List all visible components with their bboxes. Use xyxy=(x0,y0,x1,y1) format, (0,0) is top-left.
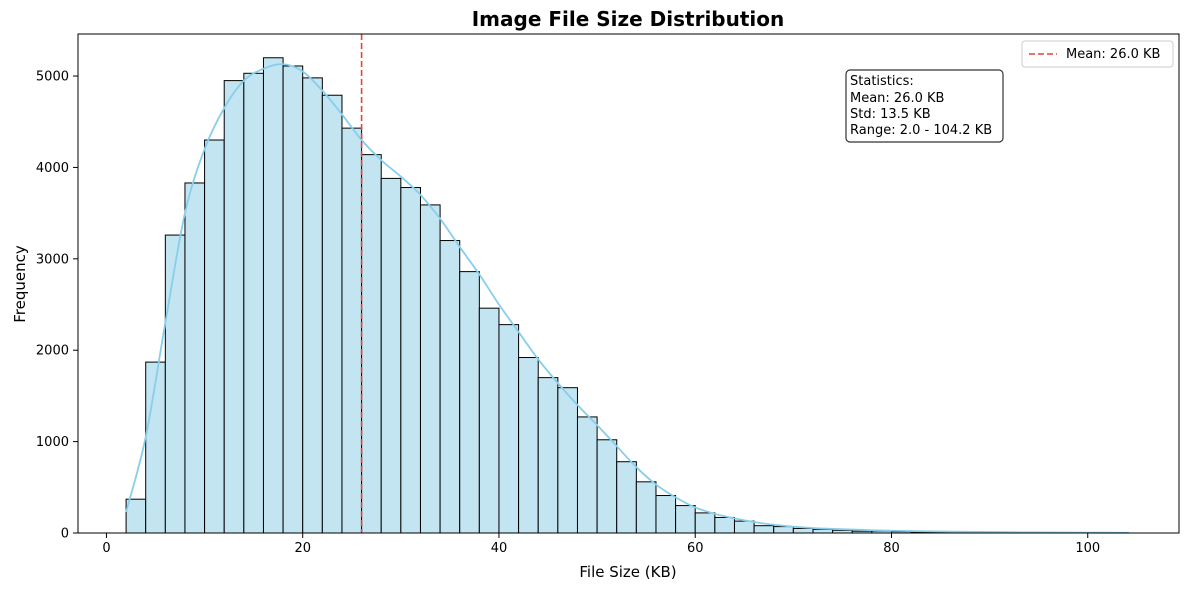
stats-line-range: Range: 2.0 - 104.2 KB xyxy=(850,123,992,138)
stats-line-mean: Mean: 26.0 KB xyxy=(850,91,944,106)
histogram-bar xyxy=(223,80,245,534)
histogram-bar xyxy=(419,204,441,534)
histogram-bar xyxy=(635,481,657,534)
y-tick-label: 2000 xyxy=(36,344,69,359)
x-tick-label: 40 xyxy=(491,541,508,556)
histogram-bar xyxy=(204,139,225,534)
histogram-bar xyxy=(400,187,421,534)
histogram-bar xyxy=(184,182,206,534)
histogram-bar xyxy=(145,361,166,534)
histogram-bar xyxy=(714,516,735,534)
histogram-bar xyxy=(243,72,264,534)
histogram-bar xyxy=(655,495,677,534)
x-tick-label: 80 xyxy=(883,541,900,556)
histogram-bar xyxy=(812,528,834,534)
histogram-bar xyxy=(341,127,363,534)
histogram-bar xyxy=(262,57,284,534)
y-axis-ticks: 0 1000 2000 3000 4000 5000 xyxy=(36,70,78,542)
histogram-bar xyxy=(361,154,382,534)
histogram-bars xyxy=(125,57,1128,534)
histogram-bar xyxy=(576,416,598,534)
kde-line xyxy=(125,63,1129,534)
histogram-bar xyxy=(282,65,304,534)
histogram-bar xyxy=(439,240,461,534)
histogram-bar xyxy=(675,505,696,534)
x-tick-label: 100 xyxy=(1075,541,1100,556)
histogram-bar xyxy=(321,94,343,534)
y-tick-label: 0 xyxy=(61,527,69,542)
histogram-bar xyxy=(616,461,637,534)
y-axis-label: Frequency xyxy=(11,245,29,323)
histogram-bar xyxy=(498,324,520,534)
legend-frame xyxy=(1021,40,1174,68)
x-axis-label: File Size (KB) xyxy=(579,563,676,581)
histogram-bar xyxy=(478,307,500,534)
kde-curve xyxy=(125,63,1129,534)
y-tick-label: 3000 xyxy=(36,252,69,267)
x-tick-label: 0 xyxy=(102,541,110,556)
y-tick-label: 1000 xyxy=(36,435,69,450)
x-tick-label: 20 xyxy=(294,541,311,556)
histogram-bar xyxy=(164,234,186,534)
histogram-bar xyxy=(459,271,480,534)
x-tick-label: 60 xyxy=(687,541,704,556)
chart-title: Image File Size Distribution xyxy=(472,7,785,31)
stats-line-heading: Statistics: xyxy=(850,74,914,89)
stats-line-std: Std: 13.5 KB xyxy=(850,107,931,122)
histogram-bar xyxy=(792,527,814,534)
y-tick-label: 5000 xyxy=(36,70,69,85)
histogram-bar xyxy=(596,439,618,534)
histogram-bar xyxy=(753,525,775,534)
stats-box: Statistics: Mean: 26.0 KB Std: 13.5 KB R… xyxy=(845,69,1004,143)
histogram-bar xyxy=(773,526,794,534)
histogram-bar xyxy=(380,177,402,534)
stats-box-frame xyxy=(845,69,1004,143)
plot-frame xyxy=(77,33,1180,534)
histogram-bar xyxy=(694,512,716,534)
legend: Mean: 26.0 KB xyxy=(1021,40,1174,68)
histogram-bar xyxy=(302,77,323,534)
histogram-bar xyxy=(733,520,755,534)
legend-mean-label: Mean: 26.0 KB xyxy=(1066,47,1160,62)
histogram-bar xyxy=(537,377,559,534)
y-tick-label: 4000 xyxy=(36,161,69,176)
histogram-bar xyxy=(518,357,539,534)
histogram-bar xyxy=(557,387,578,534)
x-axis-ticks: 0 20 40 60 80 100 xyxy=(102,533,1100,556)
